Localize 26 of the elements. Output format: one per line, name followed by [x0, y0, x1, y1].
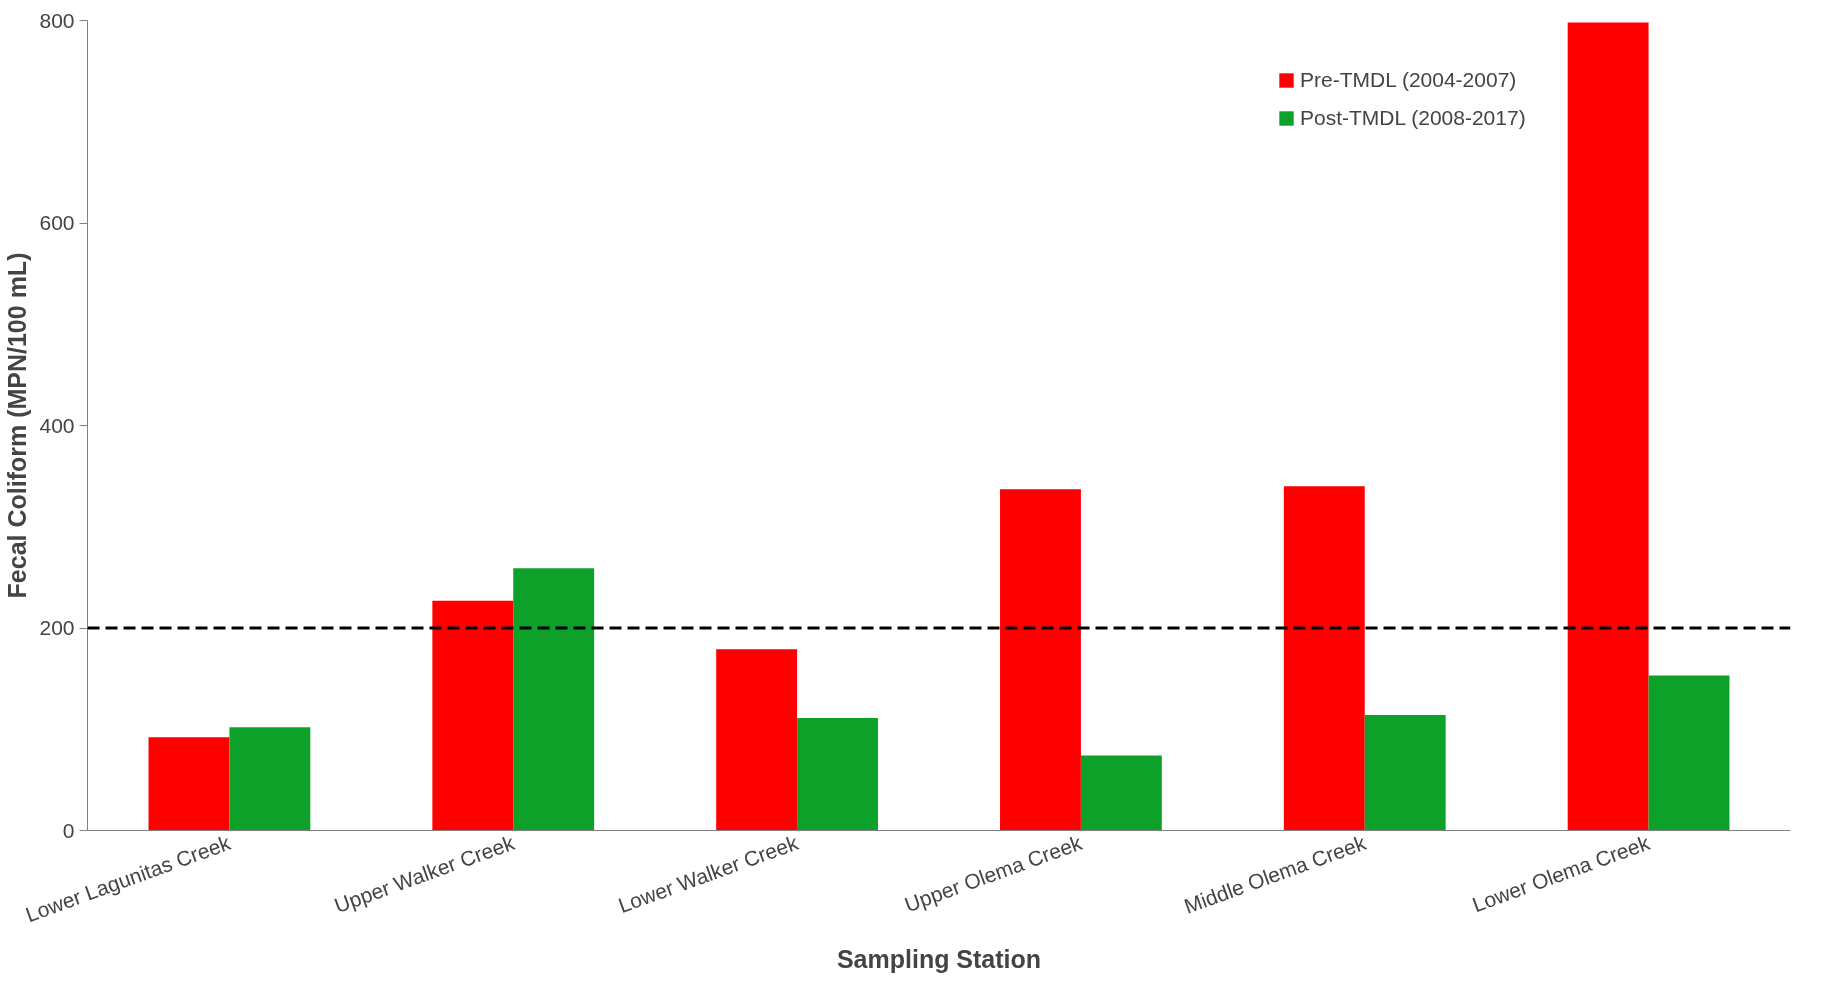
bar	[1648, 675, 1730, 831]
bar	[716, 649, 798, 831]
bar	[1364, 715, 1446, 831]
bar	[1283, 486, 1365, 831]
x-axis-title: Sampling Station	[836, 944, 1042, 973]
legend-label: Post-TMDL (2008-2017)	[1300, 106, 1526, 130]
y-tick-label: 400	[39, 413, 75, 437]
bar	[1000, 489, 1081, 831]
bar	[797, 718, 878, 831]
bar	[513, 568, 595, 831]
legend-label: Pre-TMDL (2004-2007)	[1300, 68, 1517, 92]
x-tick-label: Lower Olema Creek	[1469, 830, 1653, 917]
y-tick-label: 0	[62, 818, 75, 842]
x-tick-label: Upper Olema Creek	[901, 830, 1086, 917]
bar	[1080, 755, 1162, 831]
x-tick-label: Upper Walker Creek	[331, 830, 518, 918]
x-tick-label: Lower Walker Creek	[615, 830, 802, 918]
bar	[432, 600, 514, 831]
y-tick-label: 200	[39, 616, 75, 639]
bar	[1567, 22, 1649, 831]
y-tick-label: 800	[39, 8, 75, 32]
y-tick-label: 600	[39, 211, 75, 234]
bar	[229, 727, 311, 831]
x-tick-label: Middle Olema Creek	[1180, 830, 1370, 918]
bar	[148, 737, 230, 831]
y-axis-title: Fecal Coliform (MPN/100 mL)	[3, 252, 32, 599]
